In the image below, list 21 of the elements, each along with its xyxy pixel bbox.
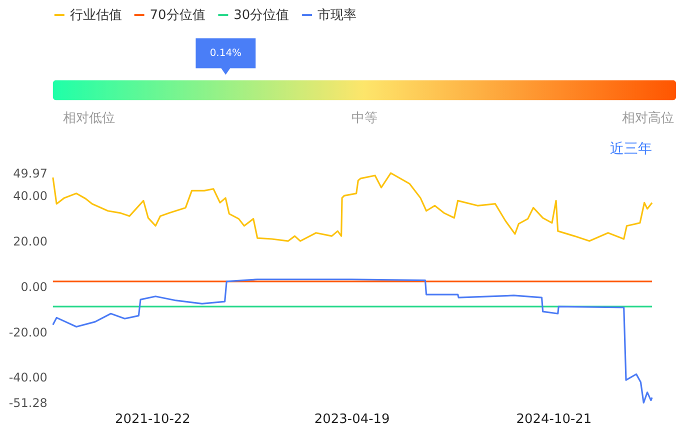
text: 相对低位	[62, 111, 115, 126]
x-tick-label: 2024-10-21	[516, 412, 592, 428]
y-tick-label: 40.00	[13, 189, 48, 204]
y-tick-label: -40.00	[8, 370, 48, 385]
x-tick-label: 2021-10-22	[115, 412, 190, 428]
y-tick-label: 0.00	[20, 280, 48, 294]
line-series	[52, 172, 653, 242]
y-tick-label: -51.28	[8, 396, 48, 410]
line-series	[52, 278, 653, 404]
text: 相对高位	[622, 110, 674, 126]
text: 中等	[351, 111, 378, 126]
x-tick-label: 2023-04-19	[314, 412, 390, 428]
y-tick-label: 49.97	[13, 166, 48, 181]
y-tick-label: 20.00	[13, 234, 48, 249]
legend-label: 70分位值	[150, 8, 206, 24]
text: 0.14%	[210, 48, 242, 60]
legend-label: 市现率	[318, 7, 357, 24]
legend-label: 30分位值	[234, 8, 290, 24]
y-tick-label: -20.00	[8, 325, 48, 340]
legend-label: 行业估值	[70, 8, 122, 24]
text: 近三年	[610, 141, 652, 158]
